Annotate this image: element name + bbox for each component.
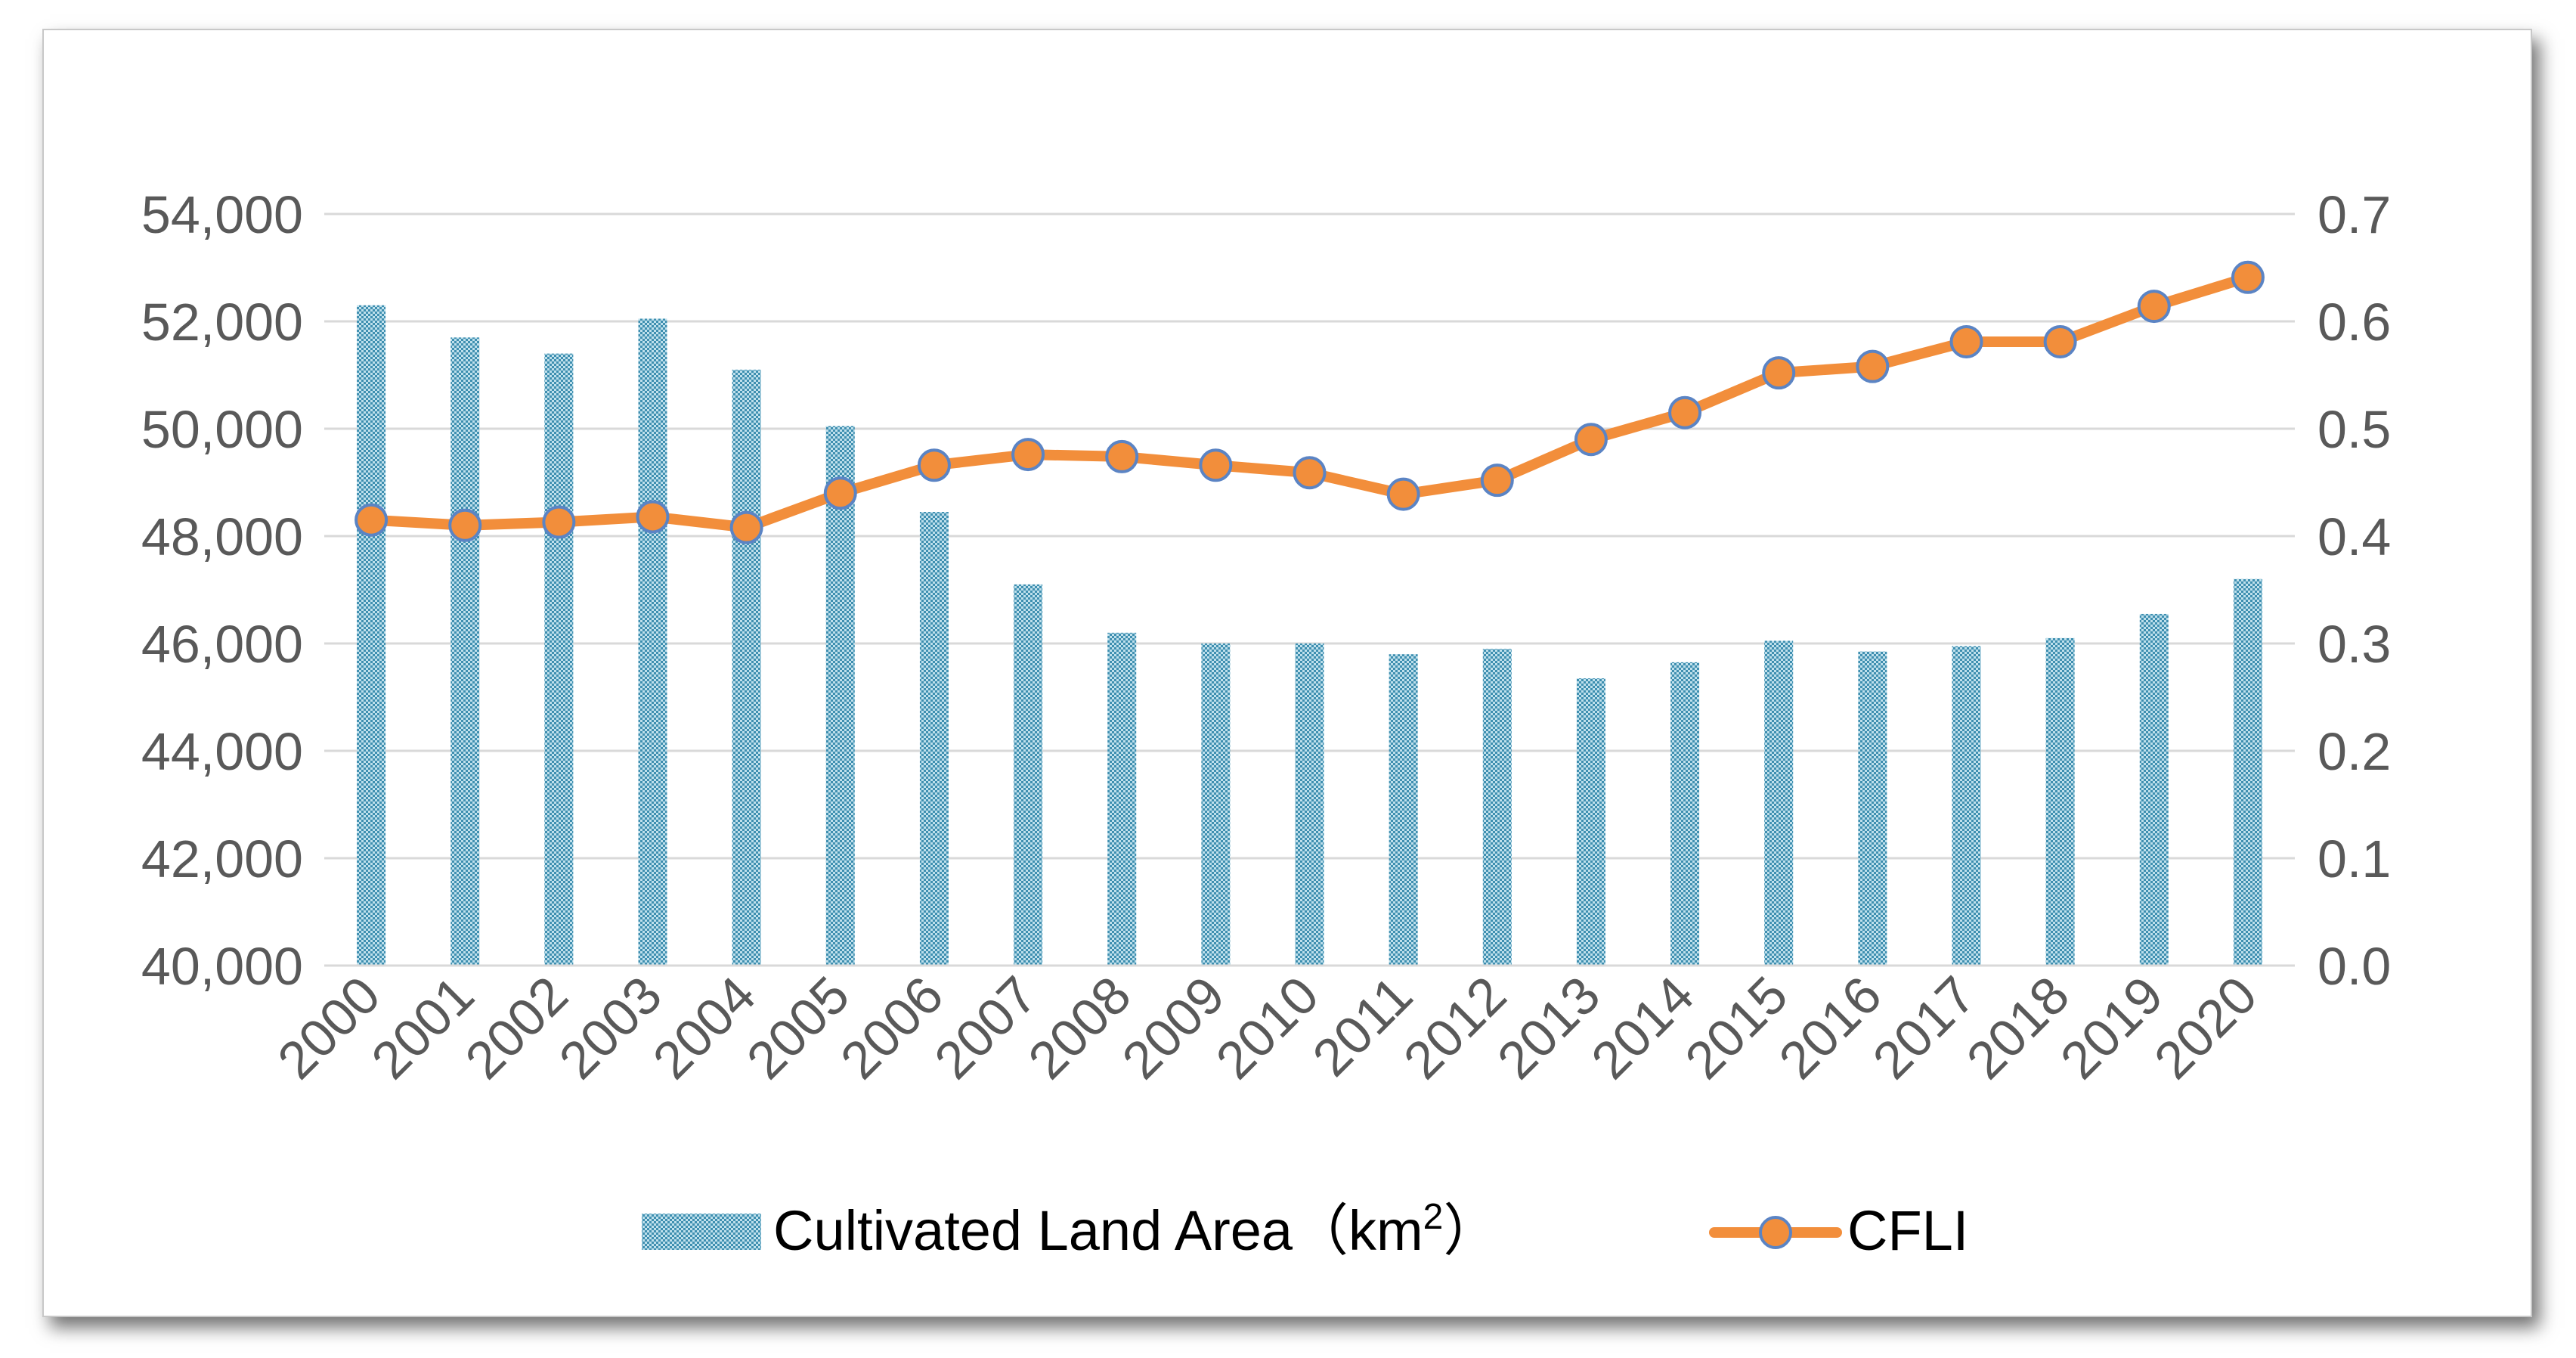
right-tick-label-6: 0.6 — [2317, 293, 2391, 352]
left-tick-label-6: 52,000 — [141, 293, 303, 352]
bar-2003 — [638, 318, 667, 966]
bar-2010 — [1295, 643, 1324, 966]
cfli-point-2016 — [1856, 349, 1890, 383]
bar-2015 — [1764, 640, 1794, 966]
x-tick-label-2009: 2009 — [1111, 965, 1236, 1090]
right-tick-label-3: 0.3 — [2317, 615, 2391, 674]
left-y-axis: 40,000 42,000 44,000 46,000 48,000 50,000 52,0… — [141, 185, 303, 996]
x-axis: 2000200120022003200420052006200720082009… — [266, 964, 2295, 1090]
x-tick-label-2006: 2006 — [829, 965, 954, 1090]
legend: Cultivated Land Area（km2） CFLI — [642, 1197, 1968, 1262]
left-tick-label-7: 54,000 — [141, 185, 303, 244]
bar-2012 — [1482, 649, 1512, 966]
bar-2009 — [1201, 643, 1231, 966]
left-tick-label-2: 44,000 — [141, 722, 303, 781]
x-tick-label-2012: 2012 — [1392, 965, 1517, 1090]
bar-2006 — [919, 512, 949, 966]
x-tick-label-2004: 2004 — [642, 965, 766, 1090]
bar-2008 — [1107, 632, 1137, 966]
cfli-point-2009 — [1199, 448, 1233, 482]
left-tick-label-4: 48,000 — [141, 507, 303, 566]
cfli-point-2020 — [2231, 260, 2265, 294]
cfli-point-2012 — [1480, 464, 1514, 498]
bar-2020 — [2233, 578, 2262, 966]
legend-swatch-cultivated-land — [642, 1214, 761, 1250]
cfli-point-2017 — [1949, 324, 1983, 358]
cfli-point-2003 — [636, 500, 670, 534]
left-tick-label-0: 40,000 — [141, 937, 303, 996]
cfli-point-2005 — [823, 476, 857, 510]
x-tick-label-2017: 2017 — [1862, 965, 1986, 1090]
bar-2011 — [1389, 654, 1418, 966]
x-tick-label-2003: 2003 — [548, 965, 673, 1090]
legend-label-cfli: CFLI — [1847, 1199, 1968, 1262]
legend-label-cultivated-land: Cultivated Land Area（km2） — [773, 1197, 1499, 1262]
chart-card: 40,000 42,000 44,000 46,000 48,000 50,000 52,0… — [42, 29, 2532, 1317]
cfli-point-2008 — [1105, 439, 1139, 473]
chart-svg: 40,000 42,000 44,000 46,000 48,000 50,000 52,0… — [141, 185, 2391, 1262]
x-tick-label-2010: 2010 — [1205, 965, 1330, 1090]
cfli-point-2004 — [729, 510, 763, 544]
cfli-point-2002 — [542, 505, 576, 539]
bar-2017 — [1952, 646, 1981, 966]
cfli-point-2000 — [355, 503, 389, 537]
left-tick-label-3: 46,000 — [141, 615, 303, 674]
cfli-point-2001 — [448, 508, 482, 542]
cfli-point-2014 — [1668, 395, 1702, 429]
x-tick-label-2002: 2002 — [454, 965, 579, 1090]
x-tick-label-2013: 2013 — [1486, 965, 1611, 1090]
bar-2001 — [450, 337, 480, 966]
cfli-point-2018 — [2043, 324, 2077, 358]
right-tick-label-1: 0.1 — [2317, 829, 2391, 888]
cfli-point-2010 — [1293, 456, 1327, 490]
cfli-point-2019 — [2137, 290, 2171, 324]
x-tick-label-2016: 2016 — [1768, 965, 1893, 1090]
bar-2013 — [1576, 678, 1605, 966]
right-tick-label-7: 0.7 — [2317, 185, 2391, 244]
bar-2018 — [2045, 637, 2075, 966]
cfli-point-2013 — [1574, 423, 1608, 457]
x-tick-label-2018: 2018 — [1955, 965, 2080, 1090]
x-tick-label-2014: 2014 — [1580, 965, 1704, 1090]
cfli-point-2007 — [1011, 438, 1045, 472]
bar-2004 — [732, 369, 761, 966]
right-tick-label-2: 0.2 — [2317, 722, 2391, 781]
cfli-point-2011 — [1386, 477, 1420, 511]
right-tick-label-5: 0.5 — [2317, 400, 2391, 459]
bar-2014 — [1670, 662, 1700, 966]
left-tick-label-1: 42,000 — [141, 829, 303, 888]
x-tick-label-2001: 2001 — [361, 965, 485, 1090]
bar-series — [357, 305, 2262, 966]
bar-2000 — [357, 305, 386, 966]
x-tick-label-2007: 2007 — [923, 965, 1048, 1090]
right-y-axis: 0.0 0.1 0.2 0.3 0.4 0.5 0.6 0.7 — [2317, 185, 2391, 996]
cfli-point-2006 — [917, 448, 951, 482]
left-tick-label-5: 50,000 — [141, 400, 303, 459]
right-tick-label-0: 0.0 — [2317, 937, 2391, 996]
bar-2019 — [2139, 613, 2169, 966]
cfli-point-2015 — [1762, 356, 1796, 390]
bar-2007 — [1014, 584, 1043, 966]
x-tick-label-2015: 2015 — [1674, 965, 1799, 1090]
bar-2002 — [544, 353, 574, 966]
bar-2005 — [825, 426, 855, 966]
x-tick-label-2020: 2020 — [2143, 965, 2268, 1090]
right-tick-label-4: 0.4 — [2317, 507, 2391, 566]
legend-swatch-cfli-marker — [1759, 1216, 1792, 1249]
bar-2016 — [1858, 651, 1887, 966]
x-tick-label-2019: 2019 — [2049, 965, 2174, 1090]
x-tick-label-2008: 2008 — [1017, 965, 1142, 1090]
cfli-line-series — [355, 260, 2265, 544]
x-tick-label-2005: 2005 — [735, 965, 860, 1090]
x-tick-label-2011: 2011 — [1302, 965, 1424, 1087]
